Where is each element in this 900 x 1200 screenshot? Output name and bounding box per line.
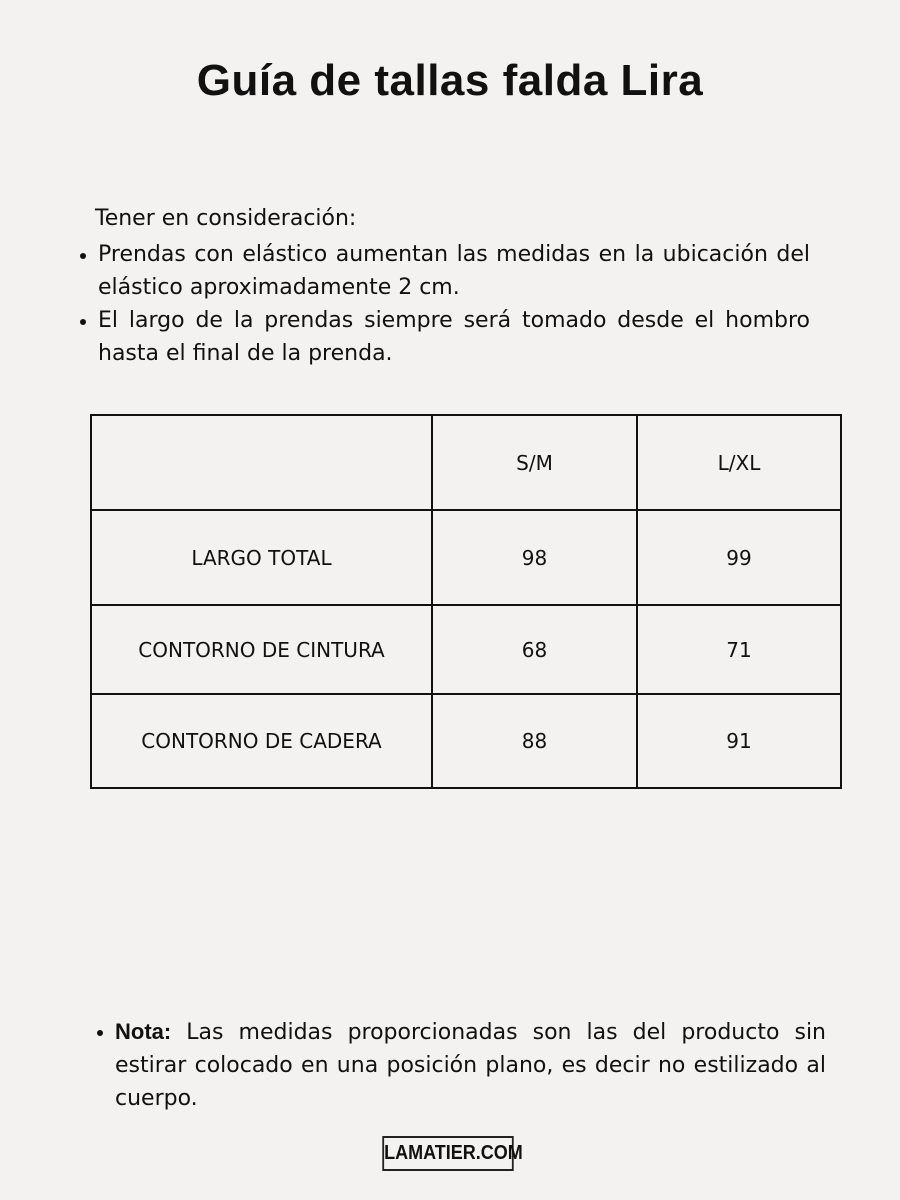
- note-label: Nota:: [115, 1019, 172, 1044]
- row-label: CONTORNO DE CINTURA: [90, 604, 433, 695]
- cell: 68: [431, 604, 638, 695]
- note-item: Nota: Las medidas proporcionadas son las…: [95, 1015, 826, 1115]
- page-title: Guía de tallas falda Lira: [196, 56, 704, 105]
- size-table: S/M L/XL LARGO TOTAL 98 99 CONTORNO DE C…: [90, 414, 842, 789]
- header-cell: L/XL: [636, 414, 842, 511]
- cell: 71: [636, 604, 842, 695]
- note-text: Las medidas proporcionadas son las del p…: [115, 1020, 826, 1111]
- brand-logo: LAMATIER.COM: [382, 1136, 523, 1171]
- table-row: CONTORNO DE CINTURA 68 71: [90, 604, 842, 695]
- row-label: LARGO TOTAL: [90, 509, 433, 606]
- list-item: Prendas con elástico aumentan las medida…: [78, 238, 810, 304]
- list-item: El largo de la prendas siempre será toma…: [78, 304, 810, 370]
- cell: 88: [431, 693, 638, 789]
- cell: 91: [636, 693, 842, 789]
- row-label: CONTORNO DE CADERA: [90, 693, 433, 789]
- table-row: CONTORNO DE CADERA 88 91: [90, 693, 842, 789]
- table-row: LARGO TOTAL 98 99: [90, 509, 842, 606]
- table-header-row: S/M L/XL: [90, 414, 842, 511]
- header-cell: S/M: [431, 414, 638, 511]
- cell: 99: [636, 509, 842, 606]
- header-cell: [90, 414, 433, 511]
- considerations-list: Prendas con elástico aumentan las medida…: [78, 238, 810, 370]
- note: Nota: Las medidas proporcionadas son las…: [95, 1015, 826, 1115]
- cell: 98: [431, 509, 638, 606]
- intro-heading: Tener en consideración:: [95, 206, 357, 231]
